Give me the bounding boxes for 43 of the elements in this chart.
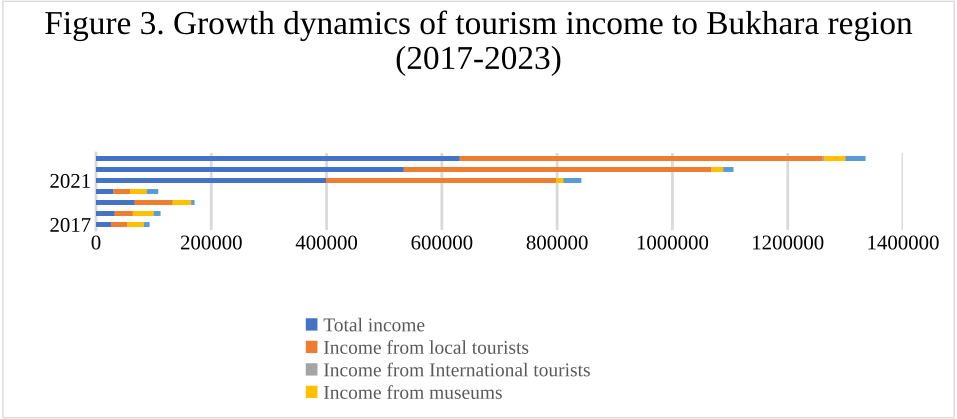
y-tick-label: 2017 — [50, 218, 91, 232]
bar — [96, 167, 404, 172]
x-tick-label: 200000 — [180, 235, 242, 250]
bar — [154, 211, 161, 216]
bar — [96, 211, 114, 216]
x-tick-label: 1000000 — [638, 235, 708, 250]
bar — [404, 167, 712, 172]
bar — [460, 156, 822, 161]
chart-title: Figure 3. Growth dynamics of tourism income to Bukhara region (2017-2023) — [45, 10, 912, 76]
bar — [130, 189, 147, 194]
bar — [96, 178, 326, 183]
bar — [146, 189, 158, 194]
x-tick-label: 0 — [92, 235, 100, 250]
legend-label: Total income — [324, 318, 424, 332]
bar — [711, 167, 724, 172]
bar — [134, 200, 173, 205]
legend-label: Income from International tourists — [324, 362, 590, 376]
bar — [172, 200, 192, 205]
bar — [96, 156, 460, 161]
y-tick-label: 2021 — [50, 174, 90, 188]
bar — [723, 167, 734, 172]
bar — [191, 200, 195, 205]
bar — [824, 156, 846, 161]
bar — [845, 156, 866, 161]
bar — [114, 211, 133, 216]
bar — [563, 178, 582, 183]
x-tick-label: 400000 — [296, 235, 358, 250]
bar — [96, 200, 135, 205]
bar — [96, 189, 114, 194]
legend-label: Income from local tourists — [324, 340, 528, 354]
bar — [132, 211, 154, 216]
bar — [110, 222, 128, 227]
x-tick-label: 1200000 — [753, 235, 824, 250]
bar — [326, 178, 556, 183]
bar — [113, 189, 130, 194]
bar — [127, 222, 144, 227]
x-tick-label: 800000 — [526, 235, 588, 250]
bar — [144, 222, 150, 227]
legend-label: Income from museums — [324, 385, 502, 399]
x-tick-label: 1400000 — [868, 235, 939, 250]
bar — [96, 222, 111, 227]
x-tick-label: 600000 — [412, 235, 472, 250]
bar — [556, 178, 564, 183]
